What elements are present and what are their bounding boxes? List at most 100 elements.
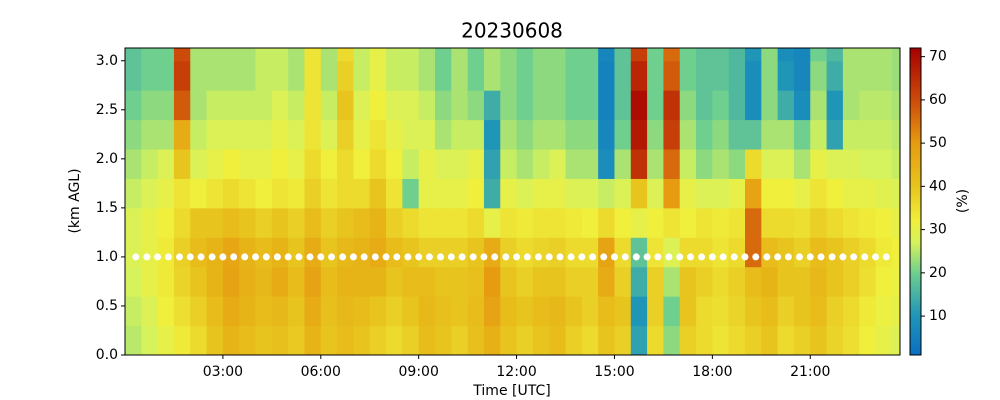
heatmap-cell <box>891 207 900 238</box>
heatmap-cell <box>337 207 354 238</box>
heatmap-cell <box>435 325 452 355</box>
marker-dot <box>349 253 357 261</box>
marker-dot <box>360 253 368 261</box>
heatmap-cell <box>369 48 387 62</box>
heatmap-cell <box>337 149 354 179</box>
heatmap-cell <box>500 119 518 150</box>
marker-dot <box>719 253 727 261</box>
heatmap-cell <box>810 90 828 121</box>
heatmap-cell <box>891 149 900 179</box>
heatmap-cell <box>435 90 452 121</box>
heatmap-cell <box>206 207 224 238</box>
heatmap-cell <box>810 48 828 62</box>
heatmap-cell <box>451 149 469 179</box>
heatmap-cell <box>451 178 469 209</box>
heatmap-cell <box>239 207 257 238</box>
heatmap-cell <box>483 119 501 150</box>
heatmap-cell <box>255 60 273 91</box>
heatmap-cell <box>402 266 420 297</box>
heatmap-cell <box>810 266 828 297</box>
heatmap-cell <box>532 178 550 209</box>
heatmap-cell <box>516 90 534 121</box>
heatmap-cell <box>891 119 900 150</box>
heatmap-cell <box>745 325 762 355</box>
heatmap-cell <box>679 149 697 179</box>
marker-dot <box>654 253 662 261</box>
heatmap-cell <box>712 266 730 297</box>
heatmap-cell <box>271 296 289 327</box>
heatmap-cell <box>239 149 257 179</box>
heatmap-cell <box>777 60 795 91</box>
marker-dot <box>164 253 172 261</box>
heatmap-cell <box>549 296 567 327</box>
heatmap-cell <box>598 237 615 268</box>
heatmap-cell <box>402 90 420 121</box>
marker-dot <box>839 253 847 261</box>
heatmap-cell <box>875 149 893 179</box>
marker-dot <box>861 253 869 261</box>
heatmap-cell <box>369 325 387 355</box>
x-tick-label: 21:00 <box>790 364 830 380</box>
heatmap-cell <box>777 48 795 62</box>
heatmap-cell <box>451 207 469 238</box>
heatmap-cell <box>516 237 534 268</box>
heatmap-cell <box>173 90 191 121</box>
heatmap-cell <box>630 60 648 91</box>
heatmap-cell <box>288 60 305 91</box>
heatmap-cell <box>369 60 387 91</box>
heatmap-cell <box>500 207 518 238</box>
heatmap-cell <box>157 178 175 209</box>
heatmap-cell <box>500 296 518 327</box>
heatmap-cell <box>565 90 583 121</box>
heatmap-cell <box>239 48 257 62</box>
heatmap-cell <box>532 119 550 150</box>
heatmap-cell <box>337 119 354 150</box>
heatmap-cell <box>761 60 779 91</box>
heatmap-cell <box>647 60 664 91</box>
heatmap-cell <box>157 149 175 179</box>
heatmap-cell <box>810 325 828 355</box>
heatmap-cell <box>206 60 224 91</box>
heatmap-cell <box>712 325 730 355</box>
heatmap-cell <box>728 119 746 150</box>
heatmap-cell <box>255 296 273 327</box>
heatmap-cell <box>516 296 534 327</box>
y-tick-label: 2.5 <box>96 102 118 118</box>
marker-dot <box>284 253 292 261</box>
heatmap-cell <box>647 149 664 179</box>
heatmap-cell <box>386 149 403 179</box>
heatmap-cell <box>777 119 795 150</box>
heatmap-cell <box>190 325 208 355</box>
heatmap-cell <box>451 266 469 297</box>
heatmap-cell <box>451 90 469 121</box>
heatmap-cell <box>647 207 664 238</box>
heatmap-cell <box>206 119 224 150</box>
heatmap <box>125 48 900 355</box>
heatmap-cell <box>598 325 615 355</box>
heatmap-cell <box>516 48 534 62</box>
heatmap-cell <box>663 207 681 238</box>
heatmap-cell <box>793 178 811 209</box>
heatmap-cell <box>206 325 224 355</box>
heatmap-cell <box>337 60 354 91</box>
heatmap-cell <box>467 237 485 268</box>
heatmap-cell <box>777 296 795 327</box>
y-tick-label: 0.0 <box>96 347 118 363</box>
heatmap-cell <box>467 207 485 238</box>
heatmap-cell <box>369 90 387 121</box>
heatmap-cell <box>532 149 550 179</box>
heatmap-cell <box>483 266 501 297</box>
heatmap-cell <box>614 60 632 91</box>
heatmap-cell <box>222 149 240 179</box>
heatmap-cell <box>516 149 534 179</box>
marker-dot <box>230 253 238 261</box>
heatmap-cell <box>320 266 338 297</box>
heatmap-cell <box>125 237 142 268</box>
heatmap-cell <box>696 207 713 238</box>
colorbar-tick-label: 60 <box>929 92 947 108</box>
heatmap-cell <box>304 90 322 121</box>
marker-dot <box>687 253 695 261</box>
markers <box>132 253 890 261</box>
heatmap-cell <box>891 266 900 297</box>
